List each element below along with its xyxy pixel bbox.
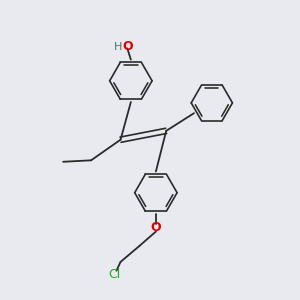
Text: H: H: [114, 42, 122, 52]
Text: O: O: [151, 221, 161, 234]
Text: Cl: Cl: [108, 268, 120, 281]
Text: O: O: [123, 40, 133, 53]
